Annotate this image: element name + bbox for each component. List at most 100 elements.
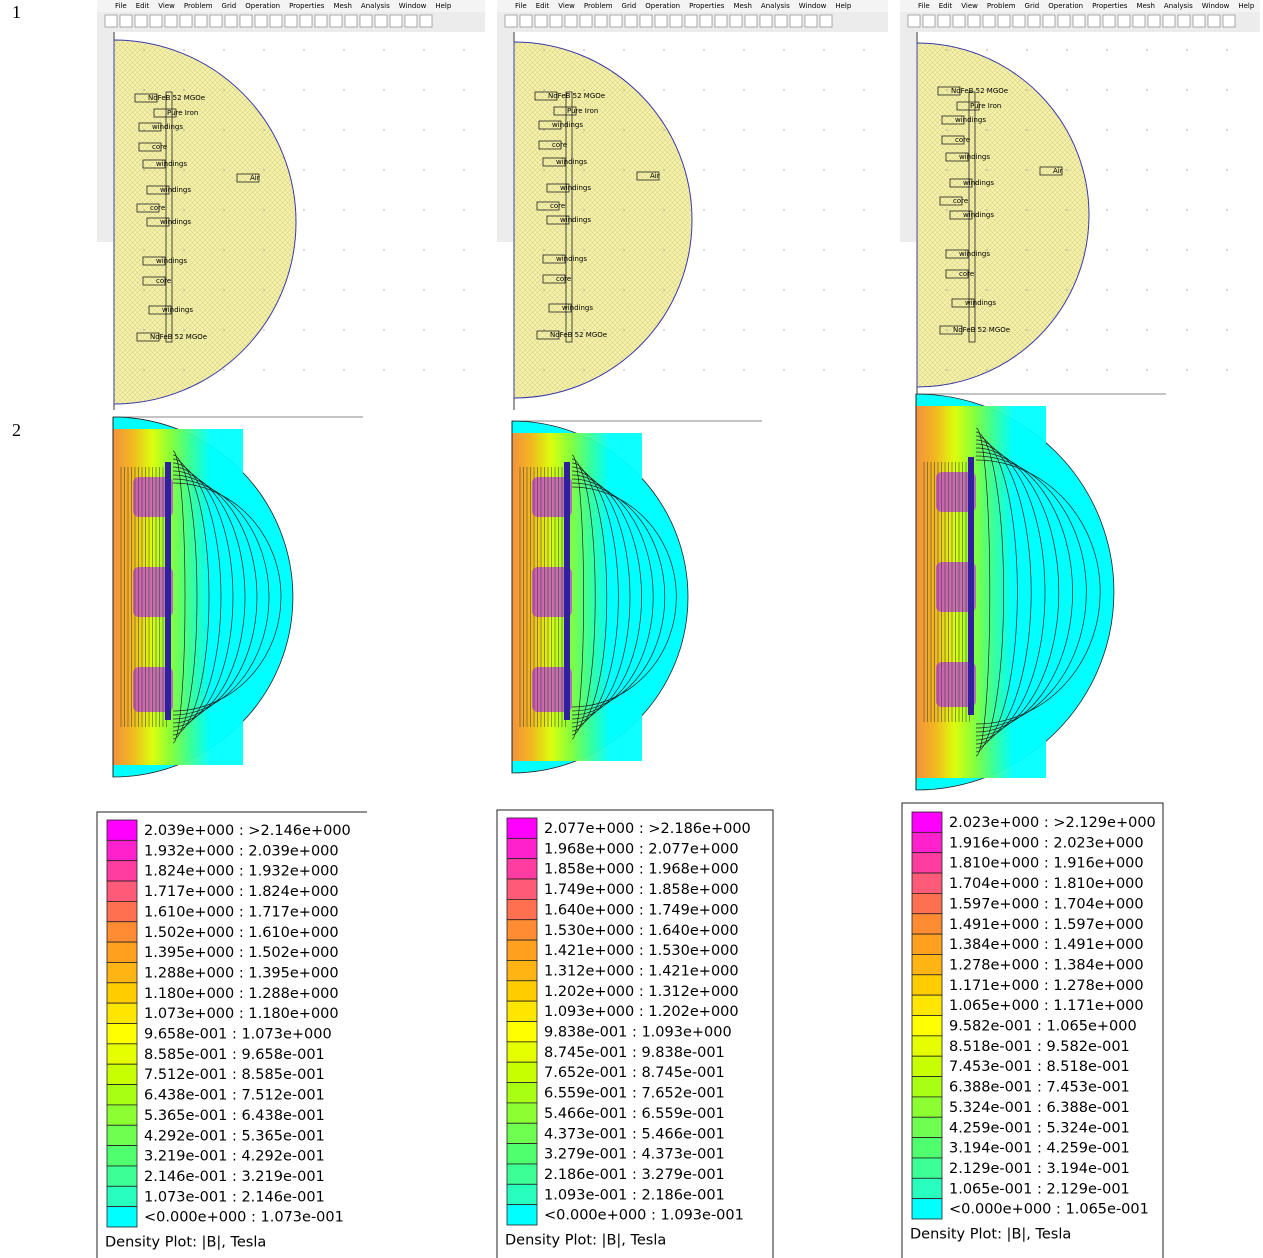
- legend-entry: 1.395e+000 : 1.502e+000: [144, 945, 339, 961]
- grid-dot: [1066, 129, 1067, 130]
- grid-dot: [1106, 49, 1107, 50]
- menu-item: Operation: [245, 2, 280, 10]
- grid-dot: [583, 49, 584, 50]
- grid-dot: [1066, 289, 1067, 290]
- legend-entry: 1.278e+000 : 1.384e+000: [949, 957, 1144, 973]
- legend-entry: 4.373e-001 : 5.466e-001: [544, 1126, 725, 1142]
- grid-dot: [583, 369, 584, 370]
- legend-entry: 1.704e+000 : 1.810e+000: [949, 876, 1144, 892]
- grid-dot: [263, 89, 264, 90]
- legend-entry: 1.640e+000 : 1.749e+000: [544, 902, 739, 918]
- grid-dot: [823, 49, 824, 50]
- grid-dot: [303, 249, 304, 250]
- legend-swatch: [912, 893, 942, 913]
- grid-dot: [823, 369, 824, 370]
- grid-dot: [543, 289, 544, 290]
- tool-icon: [375, 15, 387, 27]
- grid-dot: [143, 89, 144, 90]
- tool-icon: [760, 15, 772, 27]
- grid-dot: [1106, 249, 1107, 250]
- grid-dot: [823, 289, 824, 290]
- grid-dot: [183, 49, 184, 50]
- tool-icon: [135, 15, 147, 27]
- legend-swatch: [912, 1199, 942, 1219]
- grid-dot: [263, 169, 264, 170]
- legend-entry: 8.745e-001 : 9.838e-001: [544, 1045, 725, 1061]
- menu-item: Problem: [584, 2, 613, 10]
- grid-dot: [223, 49, 224, 50]
- grid-dot: [823, 89, 824, 90]
- legend-entry: 1.421e+000 : 1.530e+000: [544, 943, 739, 959]
- legend-swatch: [507, 1022, 537, 1042]
- grid-dot: [463, 369, 464, 370]
- legend-swatch: [912, 1077, 942, 1097]
- menu-item: Operation: [1048, 2, 1083, 10]
- grid-dot: [1226, 49, 1227, 50]
- legend-swatch: [912, 1036, 942, 1056]
- legend-swatch: [507, 838, 537, 858]
- grid-dot: [1106, 169, 1107, 170]
- block-label: windings: [965, 299, 996, 307]
- grid-dot: [1186, 89, 1187, 90]
- grid-dot: [1066, 49, 1067, 50]
- grid-dot: [1146, 369, 1147, 370]
- legend-entry: 1.597e+000 : 1.704e+000: [949, 896, 1144, 912]
- grid-dot: [583, 129, 584, 130]
- legend-swatch: [507, 981, 537, 1001]
- legend-swatch: [912, 873, 942, 893]
- grid-dot: [343, 329, 344, 330]
- grid-dot: [383, 249, 384, 250]
- grid-dot: [423, 209, 424, 210]
- block-label: windings: [959, 250, 990, 258]
- menu-item: File: [515, 2, 527, 10]
- legend-swatch: [912, 934, 942, 954]
- block-label: core: [552, 141, 567, 149]
- tool-icon: [670, 15, 682, 27]
- menu-item: Analysis: [361, 2, 390, 10]
- legend-entry: 1.312e+000 : 1.421e+000: [544, 963, 739, 979]
- grid-dot: [946, 369, 947, 370]
- grid-dot: [263, 369, 264, 370]
- legend-entry: 1.202e+000 : 1.312e+000: [544, 984, 739, 1000]
- legend-entry: 6.559e-001 : 7.652e-001: [544, 1086, 725, 1102]
- grid-dot: [143, 329, 144, 330]
- grid-dot: [143, 129, 144, 130]
- grid-dot: [823, 249, 824, 250]
- tool-icon: [745, 15, 757, 27]
- tool-icon: [330, 15, 342, 27]
- tool-icon: [120, 15, 132, 27]
- grid-dot: [863, 209, 864, 210]
- grid-dot: [703, 169, 704, 170]
- density-plot: [512, 421, 762, 773]
- menu-item: Operation: [645, 2, 680, 10]
- menu-item: Help: [1238, 2, 1255, 10]
- core-bar: [968, 457, 974, 715]
- tool-icon: [390, 15, 402, 27]
- block-label: core: [550, 202, 565, 210]
- tool-icon: [640, 15, 652, 27]
- grid-dot: [423, 249, 424, 250]
- grid-dot: [783, 329, 784, 330]
- tool-icon: [1163, 15, 1175, 27]
- menu-item: Properties: [1092, 2, 1128, 10]
- figure: 1 2 FileEditViewProblemGridOperationProp…: [0, 0, 1263, 1258]
- tool-icon: [1088, 15, 1100, 27]
- menu-item: Window: [1202, 2, 1230, 10]
- block-label: windings: [556, 158, 587, 166]
- block-label: windings: [560, 184, 591, 192]
- tool-icon: [210, 15, 222, 27]
- block-label: windings: [152, 123, 183, 131]
- grid-dot: [863, 129, 864, 130]
- legend-entry: 1.073e+000 : 1.180e+000: [144, 1006, 339, 1022]
- legend-swatch: [507, 1205, 537, 1225]
- legend-entry: 2.023e+000 : >2.129e+000: [949, 815, 1156, 831]
- row-label: 1: [12, 2, 21, 22]
- grid-dot: [423, 369, 424, 370]
- block-label: windings: [156, 257, 187, 265]
- grid-dot: [223, 169, 224, 170]
- grid-dot: [946, 209, 947, 210]
- grid-dot: [303, 169, 304, 170]
- legend-swatch: [507, 899, 537, 919]
- grid-dot: [743, 249, 744, 250]
- grid-dot: [623, 169, 624, 170]
